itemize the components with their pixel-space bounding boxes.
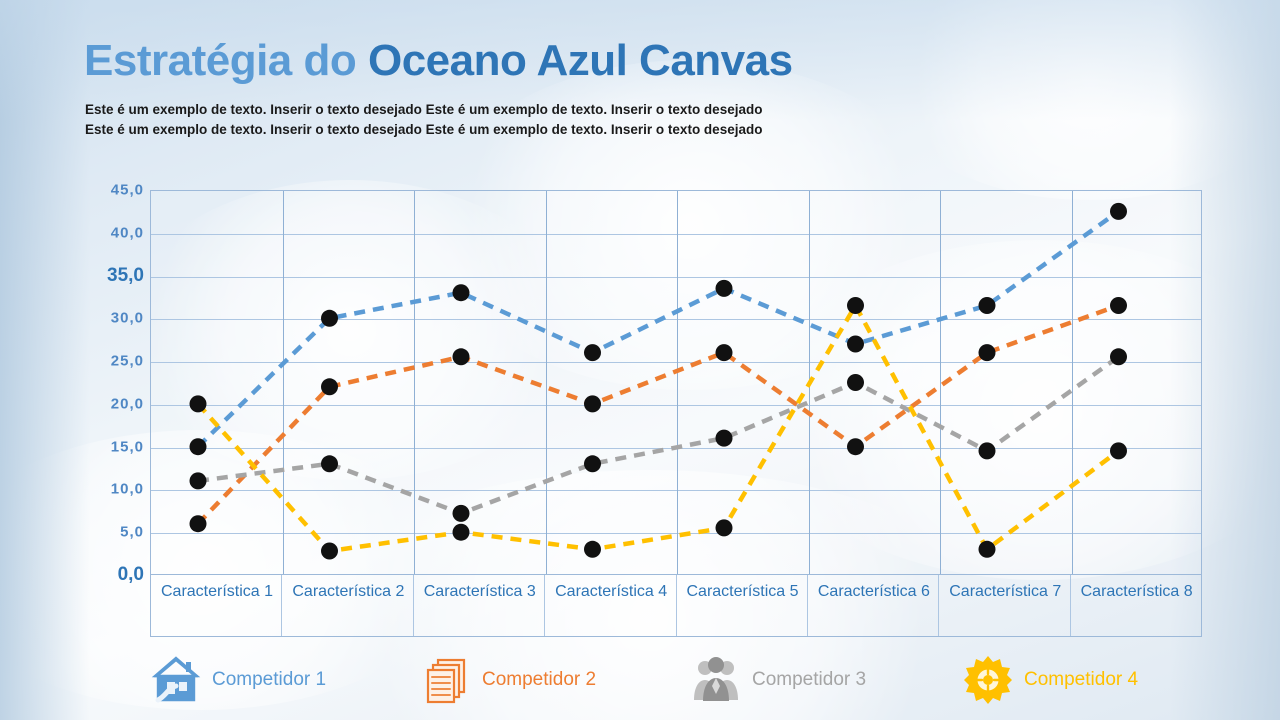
subtitle-line-2: Este é um exemplo de texto. Inserir o te… (85, 122, 763, 137)
gridline-horizontal (151, 447, 1201, 449)
legend-item-competidor-4[interactable]: Competidor 4 (962, 654, 1220, 706)
page-title-part2: Oceano Azul Canvas (367, 36, 793, 85)
x-axis-category-3: Característica 3 (414, 575, 546, 636)
gridline-vertical (545, 191, 547, 574)
legend-label-competidor-2: Competidor 2 (482, 669, 597, 690)
gridline-horizontal (151, 276, 1201, 278)
gridline-horizontal (151, 490, 1201, 492)
people-icon (690, 654, 742, 706)
gridline-horizontal (151, 404, 1201, 406)
y-axis-tick-label: 0,0 (117, 564, 144, 585)
documents-icon (420, 654, 472, 706)
x-axis-category-row: Característica 1 Característica 2 Caracter… (150, 575, 1202, 637)
page-title: Estratégia do Oceano Azul Canvas (84, 36, 793, 86)
house-icon (150, 654, 202, 706)
subtitle: Este é um exemplo de texto. Inserir o te… (85, 100, 985, 140)
x-axis-category-4: Característica 4 (545, 575, 677, 636)
subtitle-line-1: Este é um exemplo de texto. Inserir o te… (85, 102, 763, 117)
x-axis-category-5: Característica 5 (677, 575, 808, 636)
gridline-horizontal (151, 233, 1201, 235)
gridline-vertical (940, 191, 941, 574)
y-axis-labels: 0,0 5,0 10,0 15,0 20,0 25,0 30,0 35,0 40,0 45,0 (78, 182, 144, 586)
gear-icon (962, 654, 1014, 706)
legend-label-competidor-3: Competidor 3 (752, 669, 867, 690)
x-axis-category-2: Característica 2 (282, 575, 414, 636)
y-axis-tick-label: 45,0 (110, 181, 144, 199)
gridline-vertical (808, 191, 810, 574)
gridline-vertical (414, 191, 415, 574)
gridline-horizontal (151, 319, 1201, 321)
gridline-vertical (282, 191, 284, 574)
legend-item-competidor-1[interactable]: Competidor 1 (150, 654, 420, 706)
x-axis-category-6: Característica 6 (808, 575, 940, 636)
plot-area (150, 190, 1202, 575)
gridline-horizontal (151, 362, 1201, 364)
x-axis-category-1: Característica 1 (151, 575, 283, 636)
gridline-horizontal (151, 533, 1201, 535)
y-axis-tick-label: 25,0 (110, 352, 144, 370)
y-axis-tick-label: 20,0 (110, 395, 144, 413)
chart-legend: Competidor 1 Competidor 2 (150, 645, 1220, 715)
y-axis-tick-label: 10,0 (110, 480, 144, 498)
legend-item-competidor-3[interactable]: Competidor 3 (690, 654, 962, 706)
y-axis-tick-label: 5,0 (120, 523, 144, 541)
page-title-part1: Estratégia do (84, 36, 368, 85)
y-axis-tick-label: 30,0 (110, 309, 144, 327)
x-axis-category-8: Característica 8 (1080, 583, 1193, 600)
y-axis-tick-label: 15,0 (110, 438, 144, 456)
legend-label-competidor-4: Competidor 4 (1024, 669, 1139, 690)
legend-label-competidor-1: Competidor 1 (212, 669, 327, 690)
gridline-vertical (1071, 191, 1073, 574)
x-axis-category-7: Característica 7 (939, 575, 1071, 636)
legend-item-competidor-2[interactable]: Competidor 2 (420, 654, 690, 706)
y-axis-tick-label: 35,0 (107, 264, 144, 286)
gridline-vertical (677, 191, 678, 574)
y-axis-tick-label: 40,0 (110, 224, 144, 242)
